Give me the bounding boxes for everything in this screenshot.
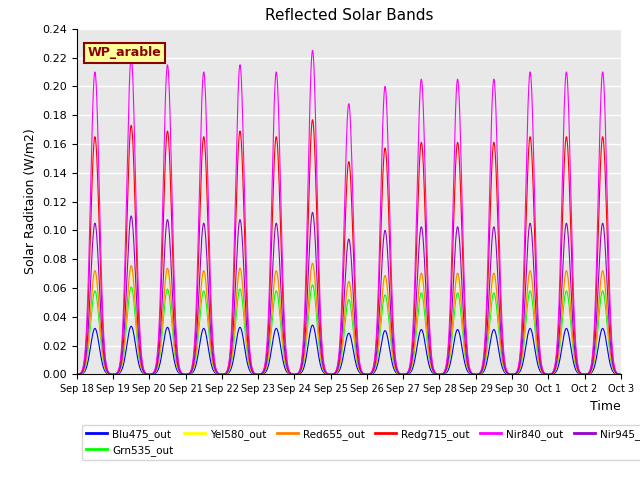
- Grn535_out: [471, 372, 479, 377]
- X-axis label: Time: Time: [590, 400, 621, 413]
- Grn535_out: [329, 372, 337, 377]
- Nir945_out: [308, 210, 316, 216]
- Redg715_out: [471, 372, 479, 377]
- Nir945_out: [616, 372, 624, 377]
- Grn535_out: [441, 371, 449, 376]
- Nir840_out: [617, 372, 625, 377]
- Yel580_out: [616, 372, 624, 377]
- Yel580_out: [471, 372, 479, 377]
- Line: Yel580_out: Yel580_out: [77, 266, 621, 374]
- Nir840_out: [471, 372, 479, 377]
- Blu475_out: [502, 370, 509, 376]
- Redg715_out: [441, 369, 449, 374]
- Red655_out: [441, 371, 449, 376]
- Line: Nir840_out: Nir840_out: [77, 50, 621, 374]
- Nir945_out: [329, 372, 337, 377]
- Redg715_out: [73, 372, 81, 377]
- Red655_out: [73, 372, 81, 377]
- Nir840_out: [308, 48, 316, 53]
- Redg715_out: [171, 307, 179, 312]
- Line: Grn535_out: Grn535_out: [77, 285, 621, 374]
- Nir840_out: [502, 363, 509, 369]
- Red655_out: [616, 372, 624, 377]
- Grn535_out: [502, 369, 509, 375]
- Redg715_out: [329, 372, 337, 377]
- Nir945_out: [617, 372, 625, 377]
- Blu475_out: [441, 371, 449, 377]
- Yel580_out: [171, 344, 179, 350]
- Red655_out: [308, 260, 316, 266]
- Blu475_out: [471, 372, 479, 377]
- Line: Blu475_out: Blu475_out: [77, 325, 621, 374]
- Red655_out: [617, 372, 625, 377]
- Grn535_out: [308, 282, 316, 288]
- Yel580_out: [73, 372, 81, 377]
- Nir945_out: [502, 368, 509, 373]
- Blu475_out: [171, 359, 179, 365]
- Blu475_out: [308, 322, 316, 328]
- Nir945_out: [73, 372, 81, 377]
- Redg715_out: [616, 372, 624, 377]
- Blu475_out: [617, 372, 625, 377]
- Line: Redg715_out: Redg715_out: [77, 120, 621, 374]
- Redg715_out: [308, 117, 316, 122]
- Nir945_out: [471, 372, 479, 377]
- Nir840_out: [171, 289, 179, 295]
- Blu475_out: [329, 372, 337, 377]
- Blu475_out: [73, 372, 81, 377]
- Grn535_out: [171, 349, 179, 355]
- Yel580_out: [617, 372, 625, 377]
- Nir840_out: [329, 371, 337, 377]
- Yel580_out: [502, 369, 509, 374]
- Nir945_out: [171, 330, 179, 336]
- Nir945_out: [441, 370, 449, 375]
- Grn535_out: [617, 372, 625, 377]
- Yel580_out: [441, 371, 449, 376]
- Redg715_out: [617, 372, 625, 377]
- Grn535_out: [616, 372, 624, 377]
- Nir840_out: [441, 368, 449, 374]
- Legend: Blu475_out, Grn535_out, Yel580_out, Red655_out, Redg715_out, Nir840_out, Nir945_: Blu475_out, Grn535_out, Yel580_out, Red6…: [82, 424, 640, 460]
- Red655_out: [171, 343, 179, 349]
- Line: Nir945_out: Nir945_out: [77, 213, 621, 374]
- Line: Red655_out: Red655_out: [77, 263, 621, 374]
- Grn535_out: [73, 372, 81, 377]
- Red655_out: [471, 372, 479, 377]
- Yel580_out: [308, 264, 316, 269]
- Red655_out: [329, 372, 337, 377]
- Red655_out: [502, 369, 509, 374]
- Nir840_out: [73, 372, 81, 377]
- Redg715_out: [502, 365, 509, 371]
- Text: WP_arable: WP_arable: [88, 47, 161, 60]
- Nir840_out: [616, 372, 624, 377]
- Title: Reflected Solar Bands: Reflected Solar Bands: [264, 9, 433, 24]
- Yel580_out: [329, 372, 337, 377]
- Blu475_out: [616, 372, 624, 377]
- Y-axis label: Solar Raditaion (W/m2): Solar Raditaion (W/m2): [24, 129, 36, 275]
